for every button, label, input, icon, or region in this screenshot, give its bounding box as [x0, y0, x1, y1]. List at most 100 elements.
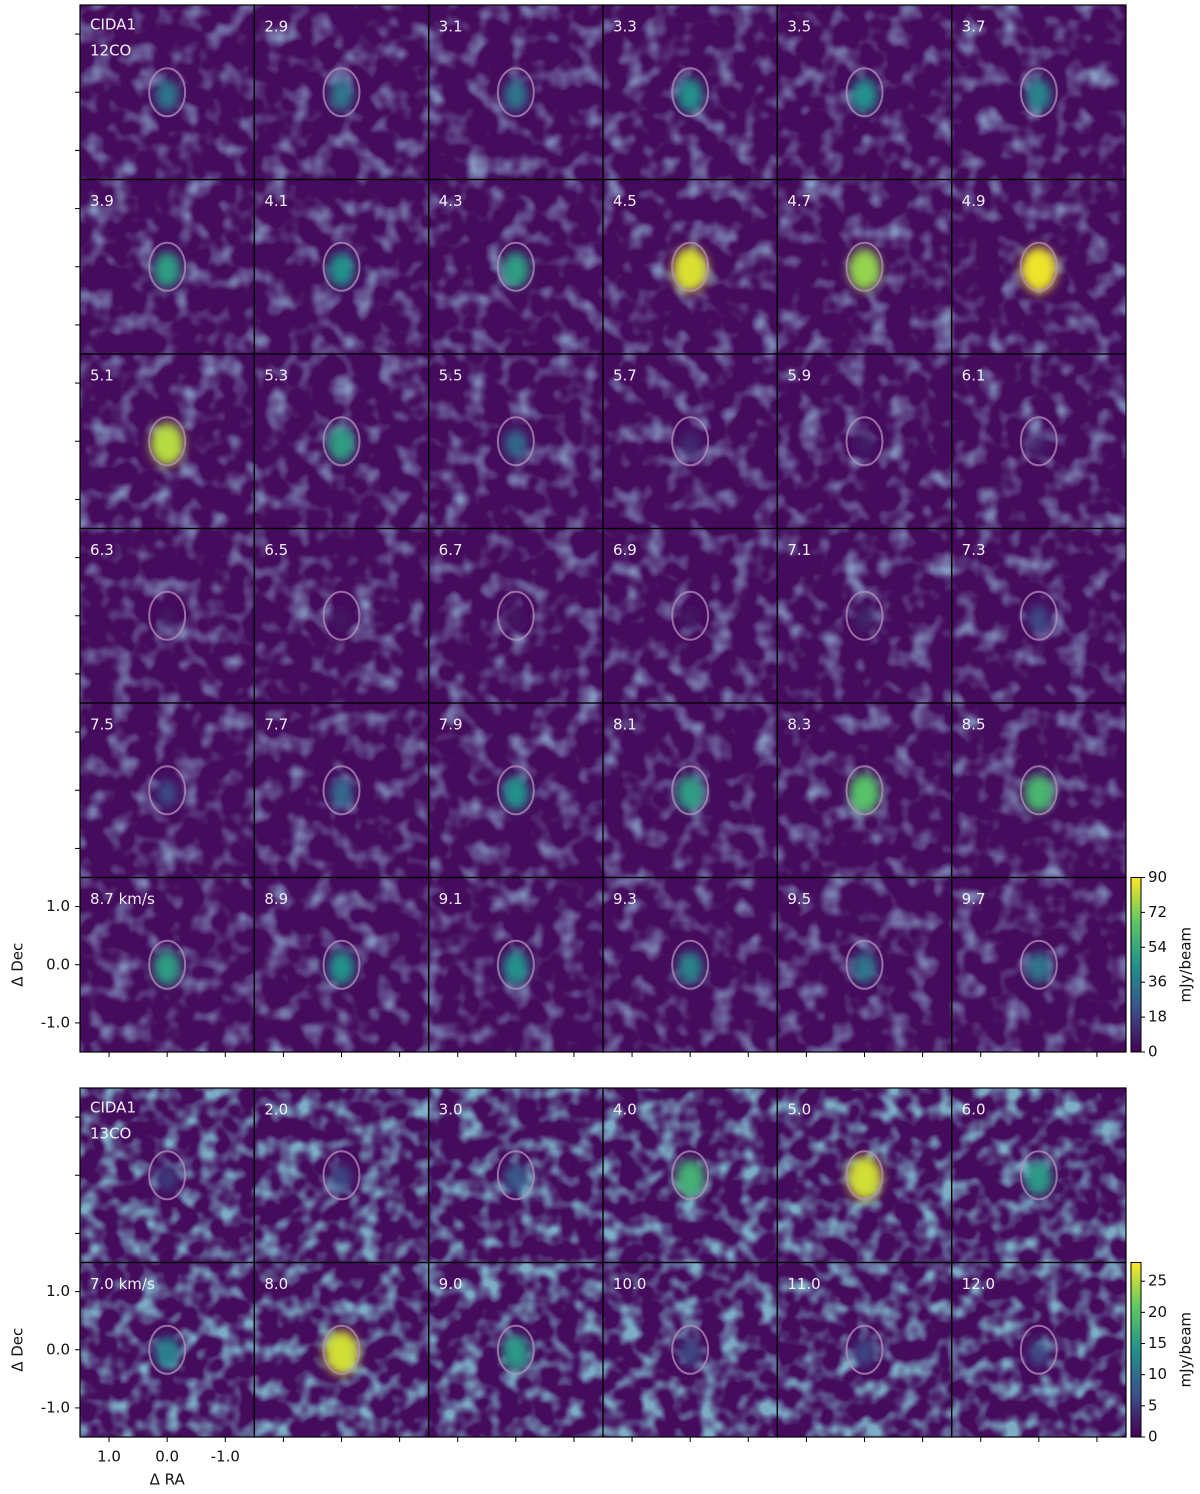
- channel-label: 8.1: [613, 716, 637, 734]
- disk-contour: [1019, 939, 1058, 990]
- colorbar-tick-label: 5: [1148, 1396, 1158, 1414]
- emission-peak: [153, 950, 181, 986]
- channel-label: 5.3: [264, 367, 288, 385]
- channel-label: 7.1: [787, 541, 811, 559]
- emission-peak: [849, 773, 880, 813]
- emission-peak: [328, 950, 355, 985]
- channel-label: 10.0: [613, 1275, 646, 1293]
- channel-label: 3.1: [439, 18, 463, 36]
- disk-contour: [322, 1324, 361, 1375]
- emission-peak: [507, 606, 525, 631]
- disk-contour: [496, 1324, 535, 1375]
- disk-contour: [1019, 67, 1058, 118]
- colorbar-tick-label: 18: [1148, 1008, 1167, 1026]
- disk-contour: [671, 590, 710, 641]
- emission-peak: [331, 1164, 352, 1192]
- channel-label: 9.7: [962, 890, 986, 908]
- channel-label: 9.1: [439, 890, 463, 908]
- emission-peak: [329, 79, 354, 111]
- x-tick-label: -1.0: [211, 1448, 240, 1466]
- emission-peak: [852, 952, 877, 984]
- disk-contour: [496, 241, 535, 292]
- channel-label: 6.7: [439, 541, 463, 559]
- disk-contour: [148, 67, 187, 118]
- disk-contour: [496, 1150, 535, 1201]
- disk-contour: [671, 1150, 710, 1201]
- source-name: CIDA1: [90, 16, 136, 34]
- disk-contour: [322, 416, 361, 467]
- x-tick-label: 1.0: [97, 1448, 121, 1466]
- disk-contour: [1019, 590, 1058, 641]
- disk-contour: [322, 939, 361, 990]
- colorbar-tick-label: 0: [1148, 1043, 1158, 1061]
- channel-label: 7.5: [90, 716, 114, 734]
- disk-contour: [671, 67, 710, 118]
- x-axis-label: Δ RA: [150, 1471, 186, 1489]
- emission-peak: [680, 1339, 701, 1367]
- emission-peak: [1021, 247, 1057, 293]
- channel-label: 3.9: [90, 192, 114, 210]
- line-name: 13CO: [90, 1125, 131, 1143]
- disk-contour: [1019, 765, 1058, 816]
- disk-contour: [845, 590, 884, 641]
- emission-peak: [502, 1335, 530, 1371]
- emission-peak: [150, 422, 185, 466]
- colorbar-tick-label: 10: [1148, 1365, 1167, 1383]
- disk-contour: [148, 765, 187, 816]
- disk-contour: [148, 939, 187, 990]
- emission-peak: [851, 78, 878, 113]
- channel-label: 8.3: [787, 716, 811, 734]
- y-axis-label: Δ Dec: [9, 1328, 27, 1372]
- channel-label: 7.0 km/s: [90, 1275, 155, 1293]
- channel-label: 2.0: [264, 1101, 288, 1119]
- emission-peak: [332, 606, 351, 631]
- disk-contour: [496, 590, 535, 641]
- colorbar-tick-label: 15: [1148, 1334, 1167, 1352]
- disk-contour: [148, 416, 187, 467]
- colorbar-tick-label: 72: [1148, 903, 1167, 921]
- disk-contour: [671, 416, 710, 467]
- disk-contour: [322, 67, 361, 118]
- emission-peak: [328, 252, 355, 287]
- channel-label: 5.7: [613, 367, 637, 385]
- colorbar-tick-label: 54: [1148, 938, 1167, 956]
- channel-label: 6.1: [962, 367, 986, 385]
- disk-contour: [845, 67, 884, 118]
- emission-peak: [504, 1163, 527, 1193]
- colorbar-tick-label: 25: [1148, 1272, 1167, 1290]
- emission-peak: [677, 951, 703, 985]
- emission-peak: [1029, 432, 1048, 457]
- channel-label: 5.1: [90, 367, 114, 385]
- channel-label: 8.9: [264, 890, 288, 908]
- channel-label: 4.0: [613, 1101, 637, 1119]
- line-name: 12CO: [90, 42, 131, 60]
- emission-peak: [676, 775, 704, 811]
- y-tick-label: 1.0: [46, 897, 70, 915]
- emission-peak: [855, 606, 874, 632]
- emission-peak: [1028, 1339, 1049, 1367]
- disk-contour: [496, 939, 535, 990]
- colorbar-label: mJy/beam: [1177, 927, 1195, 1003]
- emission-peak: [330, 778, 353, 809]
- channel-label: 8.0: [264, 1275, 288, 1293]
- emission-peak: [153, 252, 181, 288]
- channel-label: 11.0: [787, 1275, 820, 1293]
- channel-label: 7.7: [264, 716, 288, 734]
- emission-peak: [157, 1165, 177, 1192]
- colorbar: [1130, 1262, 1142, 1438]
- colorbar-tick-label: 36: [1148, 973, 1167, 991]
- channel-label: 4.7: [787, 192, 811, 210]
- channel-label: 3.7: [962, 18, 986, 36]
- x-tick-label: 0.0: [155, 1448, 179, 1466]
- channel-label: 6.0: [962, 1101, 986, 1119]
- disk-contour: [148, 241, 187, 292]
- colorbar-tick-label: 0: [1148, 1428, 1158, 1446]
- channel-label: 7.3: [962, 541, 986, 559]
- channel-label: 9.5: [787, 890, 811, 908]
- channel-label: 9.3: [613, 890, 637, 908]
- disk-contour: [496, 416, 535, 467]
- emission-peak: [158, 606, 176, 631]
- disk-contour: [845, 1150, 884, 1201]
- emission-peak: [502, 252, 530, 288]
- channel-label: 6.5: [264, 541, 288, 559]
